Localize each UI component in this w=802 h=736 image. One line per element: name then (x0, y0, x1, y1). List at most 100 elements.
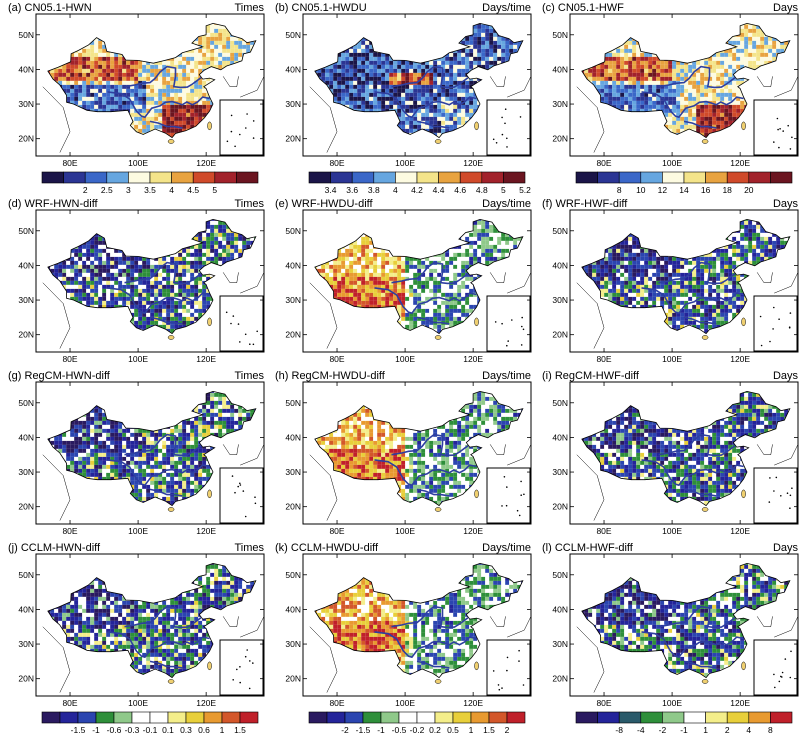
field-cell (393, 101, 397, 105)
field-cell (668, 77, 672, 81)
field-cell (142, 105, 146, 109)
field-cell (194, 105, 198, 109)
field-cell (604, 81, 608, 85)
field-cell (449, 89, 453, 93)
field-cell (720, 73, 724, 77)
field-cell (628, 69, 632, 73)
colorbar-swatch (85, 172, 107, 183)
field-cell (202, 105, 206, 109)
field-cell (433, 93, 437, 97)
field-cell (353, 61, 357, 65)
field-cell (66, 65, 70, 69)
field-cell (214, 61, 218, 65)
field-cell (194, 65, 198, 69)
field-cell (457, 53, 461, 57)
field-cell (429, 113, 433, 117)
field-cell (668, 93, 672, 97)
field-cell (612, 97, 616, 101)
field-cell (421, 97, 425, 101)
y-tick-label: 20N (285, 134, 301, 144)
field-cell (170, 93, 174, 97)
field-cell (652, 73, 656, 77)
field-cell (449, 61, 453, 65)
field-cell (505, 57, 509, 61)
field-cell (321, 69, 325, 73)
field-cell (78, 81, 82, 85)
field-cell (672, 97, 676, 101)
field-cell (74, 89, 78, 93)
field-cell (708, 109, 712, 113)
field-cell (130, 77, 134, 81)
field-cell (692, 65, 696, 69)
field-cell (453, 113, 457, 117)
field-cell (636, 69, 640, 73)
field-cell (210, 41, 214, 45)
field-cell (461, 65, 465, 69)
colorbar-swatch (236, 172, 258, 183)
field-cell (106, 97, 110, 101)
field-cell (365, 97, 369, 101)
field-cell (732, 41, 736, 45)
field-cell (365, 65, 369, 69)
field-cell (724, 109, 728, 113)
field-cell (82, 89, 86, 93)
field-cell (337, 81, 341, 85)
field-cell (146, 89, 150, 93)
field-cell (218, 33, 222, 37)
field-cell (134, 73, 138, 77)
colorbar-label: 3.5 (144, 185, 156, 195)
field-cell (174, 61, 178, 65)
field-cell (437, 61, 441, 65)
field-cell (98, 45, 102, 49)
field-cell (620, 73, 624, 77)
field-cell (445, 61, 449, 65)
field-cell (118, 89, 122, 93)
field-cell (437, 117, 441, 121)
field-cell (417, 93, 421, 97)
field-cell (357, 81, 361, 85)
field-cell (409, 73, 413, 77)
field-cell (668, 73, 672, 77)
field-cell (441, 105, 445, 109)
field-cell (620, 89, 624, 93)
field-cell (82, 93, 86, 97)
field-cell (688, 85, 692, 89)
field-cell (445, 113, 449, 117)
field-cell (760, 57, 764, 61)
field-cell (154, 85, 158, 89)
field-cell (393, 61, 397, 65)
field-cell (349, 61, 353, 65)
field-cell (648, 81, 652, 85)
field-cell (381, 105, 385, 109)
field-cell (94, 61, 98, 65)
field-cell (724, 117, 728, 121)
field-cell (190, 73, 194, 77)
field-cell (94, 81, 98, 85)
field-cell (150, 125, 154, 129)
field-cell (744, 53, 748, 57)
field-cell (210, 57, 214, 61)
field-cell (453, 65, 457, 69)
field-cell (620, 69, 624, 73)
field-cell (497, 41, 501, 45)
field-cell (421, 89, 425, 93)
field-cell (369, 49, 373, 53)
field-cell (421, 117, 425, 121)
field-cell (740, 53, 744, 57)
field-cell (333, 89, 337, 93)
field-cell (588, 73, 592, 77)
field-cell (397, 109, 401, 113)
field-cell (600, 85, 604, 89)
field-cell (349, 97, 353, 101)
field-cell (365, 53, 369, 57)
field-cell (716, 125, 720, 129)
field-cell (656, 81, 660, 85)
field-cell (413, 121, 417, 125)
field-cell (349, 57, 353, 61)
field-cell (170, 113, 174, 117)
field-cell (345, 85, 349, 89)
field-cell (142, 97, 146, 101)
field-cell (385, 97, 389, 101)
field-cell (210, 25, 214, 29)
inset-island (501, 117, 503, 119)
